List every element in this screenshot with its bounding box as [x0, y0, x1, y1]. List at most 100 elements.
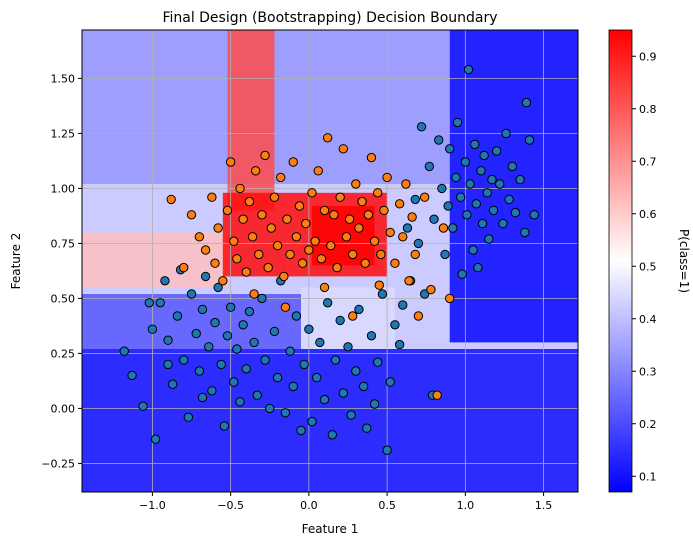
- scatter-point-series-1: [304, 245, 314, 255]
- scatter-point-series-0: [476, 166, 486, 176]
- scatter-point-series-1: [244, 196, 255, 207]
- scatter-point-series-0: [515, 174, 525, 185]
- scatter-point-series-0: [358, 381, 369, 392]
- scatter-point-series-1: [260, 150, 270, 161]
- scatter-point-series-0: [385, 377, 395, 387]
- scatter-point-series-0: [147, 324, 158, 334]
- gridlines: [82, 30, 578, 492]
- scatter-point-series-1: [186, 210, 197, 220]
- plot-frame: [81, 29, 579, 493]
- x-tick-label: 1.5: [535, 499, 553, 512]
- colorbar-ticks: 0.1 0.2 0.3 0.4 0.5 0.6 0.7 0.8 0.9: [632, 50, 657, 483]
- scatter-point-series-0: [482, 188, 492, 198]
- y-tick-label: 1.25: [51, 127, 76, 140]
- scatter-point-series-1: [382, 172, 392, 183]
- scatter-point-series-1: [319, 205, 330, 216]
- scatter-point-series-0: [144, 298, 154, 308]
- scatter-point-series-0: [304, 324, 314, 334]
- scatter-point-series-0: [498, 218, 508, 229]
- scatter-point-series-0: [529, 210, 539, 220]
- scatter-point-series-1: [369, 236, 380, 246]
- scatter-point-series-1: [229, 236, 239, 246]
- decision-boundary: [82, 30, 578, 492]
- scatter-point-series-1: [235, 183, 245, 194]
- boundary-region: [227, 30, 275, 211]
- scatter-point-series-0: [419, 289, 430, 299]
- scatter-point-series-1: [263, 262, 273, 273]
- scatter-point-series-1: [338, 144, 348, 154]
- scatter-point-series-0: [507, 161, 517, 172]
- scatter-point-series-1: [432, 390, 442, 400]
- scatter-point-series-1: [366, 152, 377, 163]
- scatter-point-series-0: [216, 359, 226, 370]
- scatter-point-series-1: [335, 192, 345, 202]
- scatter-point-series-1: [288, 157, 298, 167]
- scatter-point-series-1: [329, 210, 339, 220]
- scatter-point-series-0: [451, 172, 461, 183]
- scatter-point-series-1: [354, 223, 364, 233]
- colorbar-tick-label: 0.6: [639, 208, 657, 221]
- scatter-point-series-1: [390, 258, 400, 268]
- scatter-point-series-0: [222, 331, 233, 341]
- scatter-point-series-1: [272, 240, 283, 251]
- scatter-point-series-0: [448, 223, 458, 233]
- scatter-point-series-0: [235, 397, 245, 407]
- scatter-point-series-0: [160, 276, 170, 286]
- scatter-point-series-1: [407, 212, 417, 222]
- scatter-point-series-1: [426, 284, 436, 295]
- scatter-point-series-0: [487, 174, 497, 185]
- scatter-point-series-1: [282, 214, 292, 224]
- colorbar-tick-label: 0.4: [639, 313, 657, 326]
- scatter-point-series-1: [357, 196, 367, 207]
- scatter-point-series-1: [332, 262, 342, 273]
- scatter-point-series-0: [343, 342, 353, 352]
- scatter-point-series-0: [257, 293, 267, 304]
- scatter-point-series-0: [354, 304, 364, 315]
- scatter-point-series-0: [366, 331, 377, 341]
- x-axis-ticks: −1.0 −0.5 0.0 0.5 1.0 1.5: [139, 492, 552, 512]
- scatter-point-series-0: [335, 315, 345, 326]
- scatter-point-series-0: [437, 183, 447, 194]
- scatter-point-series-0: [241, 364, 251, 374]
- y-axis-ticks: −0.25 0.00 0.25 0.50 0.75 1.00 1.25 1.50: [41, 72, 82, 470]
- scatter-point-series-1: [257, 210, 267, 220]
- scatter-point-series-1: [249, 289, 259, 299]
- scatter-point-series-0: [285, 346, 295, 356]
- scatter-point-series-1: [285, 249, 295, 260]
- scatter-point-series-0: [260, 355, 270, 365]
- boundary-region: [82, 294, 302, 349]
- scatter-point-series-0: [424, 161, 435, 172]
- scatter-point-series-0: [269, 326, 280, 337]
- scatter-point-series-0: [204, 342, 214, 352]
- scatter-point-series-0: [413, 238, 424, 249]
- y-tick-label: 0.50: [51, 292, 76, 305]
- scatter-point-series-0: [491, 146, 502, 156]
- scatter-point-series-1: [294, 201, 305, 211]
- y-tick-label: 1.00: [51, 182, 76, 195]
- scatter-point-series-0: [470, 139, 480, 150]
- scatter-point-series-0: [288, 381, 298, 392]
- scatter-point-series-1: [313, 166, 323, 176]
- scatter-point-series-0: [299, 359, 309, 370]
- colorbar-tick-label: 0.9: [639, 50, 657, 63]
- scatter-point-series-0: [377, 289, 388, 299]
- scatter-point-series-1: [269, 192, 280, 202]
- scatter-point-series-1: [194, 232, 205, 242]
- scatter-point-series-1: [394, 199, 405, 209]
- scatter-point-series-0: [252, 390, 262, 400]
- scatter-point-series-0: [338, 388, 348, 398]
- colorbar-tick-label: 0.2: [639, 418, 657, 431]
- scatter-point-series-0: [463, 64, 474, 75]
- scatter-point-series-0: [443, 201, 453, 211]
- scatter-point-series-1: [374, 280, 384, 290]
- scatter-point-series-0: [504, 194, 514, 205]
- scatter-point-series-1: [385, 227, 395, 238]
- scatter-point-series-0: [232, 344, 242, 354]
- x-tick-label: 0.5: [378, 499, 396, 512]
- scatter-point-series-0: [249, 337, 259, 348]
- scatter-point-series-0: [119, 346, 129, 356]
- scatter-point-series-1: [222, 205, 233, 216]
- scatter-point-series-1: [373, 188, 383, 198]
- y-tick-label: 0.00: [51, 402, 76, 415]
